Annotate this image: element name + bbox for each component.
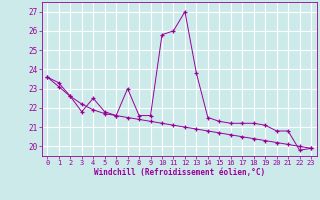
X-axis label: Windchill (Refroidissement éolien,°C): Windchill (Refroidissement éolien,°C): [94, 168, 265, 177]
